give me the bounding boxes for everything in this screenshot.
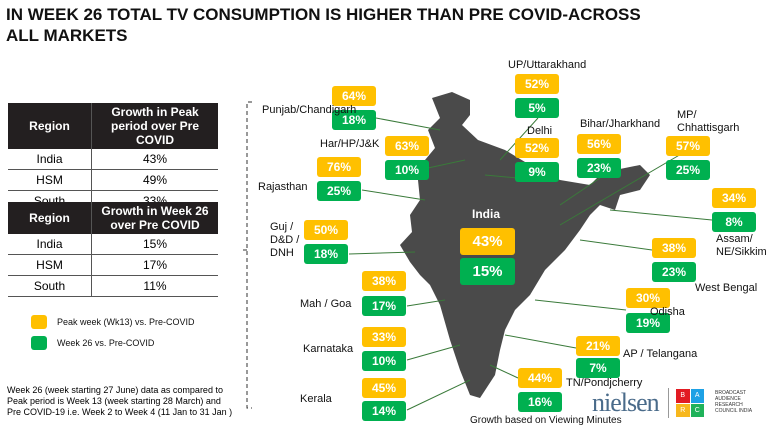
table-row: India 43% [8, 149, 218, 170]
region-label: Kerala [300, 393, 332, 405]
peak-value-box: 52% [515, 138, 559, 158]
peak-value-box: 45% [362, 378, 406, 398]
table-row: HSM 17% [8, 254, 218, 276]
page-title: IN WEEK 26 TOTAL TV CONSUMPTION IS HIGHE… [6, 5, 641, 45]
nielsen-logo: nielsen [592, 388, 660, 417]
region-label: India [472, 207, 501, 221]
footer-note: Growth based on Viewing Minutes [470, 415, 622, 426]
peak-value-box: 57% [666, 136, 710, 156]
region-label: Odisha [650, 306, 685, 318]
region-label: Karnataka [303, 343, 354, 355]
week26-value-box: 18% [332, 110, 376, 130]
week26-value-box: 15% [460, 258, 515, 285]
peak-value-box: 34% [712, 188, 756, 208]
legend-label-week26: Week 26 vs. Pre-COVID [57, 338, 155, 348]
cell: 15% [91, 234, 218, 255]
cell: HSM [8, 254, 92, 276]
region-label: Mah / Goa [300, 298, 352, 310]
cell: India [8, 149, 92, 170]
peak-value-box: 76% [317, 157, 361, 177]
header-growth: Growth in Peak period over Pre COVID [91, 103, 218, 149]
barc-b: B [676, 389, 690, 403]
week26-value-box: 14% [362, 401, 406, 421]
peak-value-box: 21% [576, 336, 620, 356]
region-label: TN/Pondjcherry [566, 377, 643, 389]
leader-lines [348, 117, 713, 411]
cell: 11% [91, 275, 218, 297]
week26-value-box: 5% [515, 98, 559, 118]
peak-value-box: 50% [304, 220, 348, 240]
legend-swatch-week26 [31, 336, 47, 350]
peak-value-box: 44% [518, 368, 562, 388]
india-map [400, 92, 650, 398]
legend-swatch-peak [31, 315, 47, 329]
peak-value-box: 38% [652, 238, 696, 258]
region-label: UP/Uttarakhand [508, 59, 587, 71]
region-label: Punjab/Chandigarh [262, 104, 357, 116]
region-label: AP / Telangana [623, 348, 698, 360]
week26-value-box: 19% [626, 313, 670, 333]
header-region: Region [8, 202, 92, 234]
peak-value-box: 63% [385, 136, 429, 156]
cell: 17% [91, 254, 218, 276]
week26-value-box: 8% [712, 212, 756, 232]
cell: South [8, 275, 92, 297]
peak-value-box: 38% [362, 271, 406, 291]
logo-divider [668, 388, 669, 418]
peak-value-box: 52% [515, 74, 559, 94]
week26-value-box: 10% [362, 351, 406, 371]
cell: HSM [8, 169, 92, 191]
footnote: Week 26 (week starting 27 June) data as … [7, 385, 233, 417]
cell: India [8, 234, 92, 255]
peak-value-box: 64% [332, 86, 376, 106]
cell: 43% [91, 149, 218, 170]
week26-value-box: 25% [317, 181, 361, 201]
region-label: West Bengal [695, 282, 758, 294]
week26-value-box: 23% [577, 158, 621, 178]
week26-value-box: 25% [666, 160, 710, 180]
week26-value-box: 18% [304, 244, 348, 264]
week26-value-box: 16% [518, 392, 562, 412]
peak-value-box: 33% [362, 327, 406, 347]
peak-value-box: 43% [460, 228, 515, 255]
region-label: Delhi [527, 125, 553, 137]
legend-label-peak: Peak week (Wk13) vs. Pre-COVID [57, 317, 195, 327]
region-label: Bihar/Jharkhand [580, 118, 661, 130]
week26-growth-table: Region Growth in Week 26 over Pre COVID I… [8, 202, 218, 297]
region-label: Assam/ NE/Sikkim [716, 233, 766, 258]
peak-value-box: 30% [626, 288, 670, 308]
barc-r: R [676, 403, 690, 417]
region-label: Rajasthan [258, 181, 308, 193]
region-label: Guj / D&D / DNH [270, 221, 300, 259]
region-label: MP/ Chhattisgarh [677, 109, 740, 134]
barc-c: C [690, 403, 704, 417]
header-growth: Growth in Week 26 over Pre COVID [91, 202, 218, 234]
peak-value-box: 56% [577, 134, 621, 154]
table-row: India 15% [8, 234, 218, 255]
week26-value-box: 17% [362, 296, 406, 316]
barc-a: A [690, 389, 704, 403]
week26-value-box: 9% [515, 162, 559, 182]
table-row: HSM 49% [8, 169, 218, 191]
region-label: Har/HP/J&K [320, 138, 380, 150]
table-row: South 11% [8, 275, 218, 297]
barc-text: BROADCAST AUDIENCE RESEARCH COUNCIL INDI… [715, 390, 753, 414]
bracket [243, 101, 252, 409]
week26-value-box: 7% [576, 358, 620, 378]
week26-value-box: 23% [652, 262, 696, 282]
header-region: Region [8, 103, 92, 149]
week26-value-box: 10% [385, 160, 429, 180]
cell: 49% [91, 169, 218, 191]
